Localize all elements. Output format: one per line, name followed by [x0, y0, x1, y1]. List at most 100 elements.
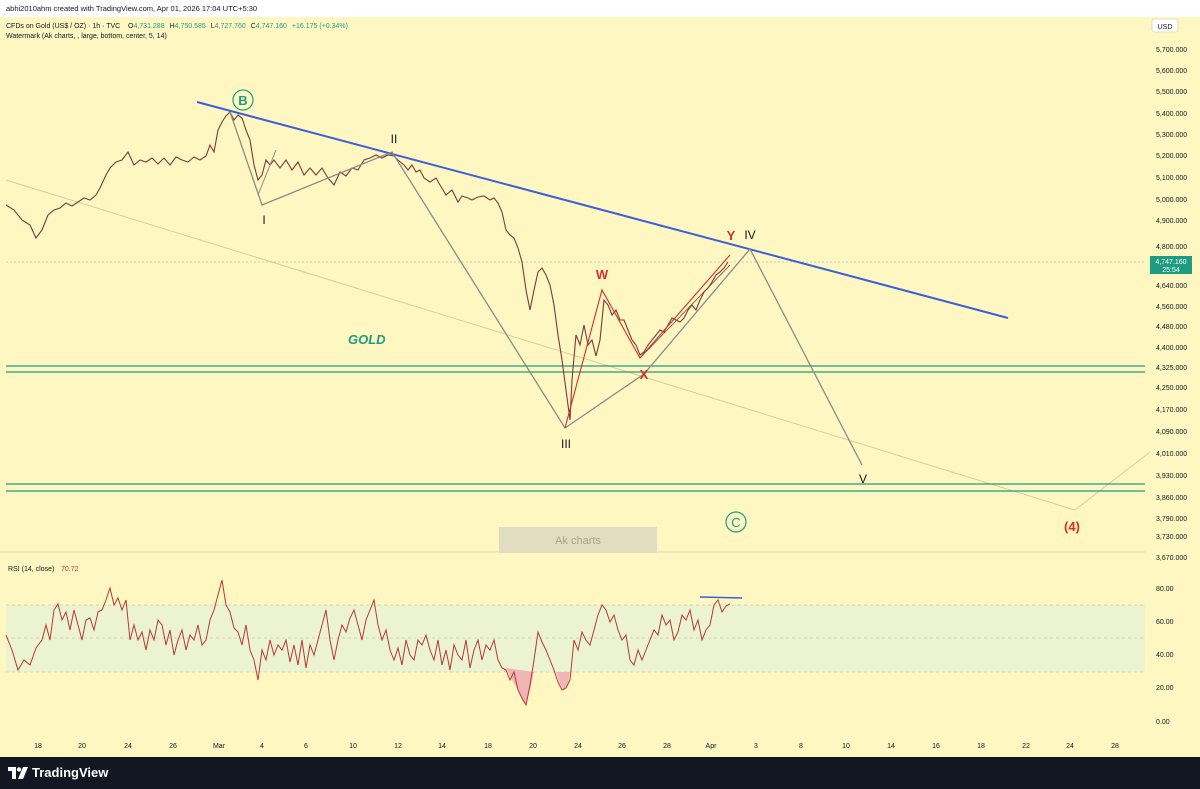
- time-tick: 26: [169, 743, 177, 750]
- rsi-oversold-fill-2: [556, 672, 570, 690]
- projection-line[interactable]: [1074, 451, 1151, 511]
- price-tick: 4,900.000: [1156, 218, 1187, 225]
- resistance-trendline[interactable]: [196, 101, 1009, 319]
- byline-bar: abhi2010ahm created with TradingView.com…: [0, 0, 1200, 17]
- long-trendline[interactable]: [5, 179, 1076, 511]
- time-tick: 8: [799, 743, 803, 750]
- price-tick: 4,250.000: [1156, 385, 1187, 392]
- chart-svg[interactable]: CFDs on Gold (US$ / OZ) · 1h · TVC O4,73…: [0, 17, 1200, 757]
- rsi-tick: 20.00: [1156, 685, 1174, 692]
- price-tick: 3,730.000: [1156, 534, 1187, 541]
- price-tick: 4,325.000: [1156, 365, 1187, 372]
- price-tick: 4,560.000: [1156, 304, 1187, 311]
- price-tick: 5,200.000: [1156, 153, 1187, 160]
- time-tick: 12: [394, 743, 402, 750]
- currency-button[interactable]: [1151, 18, 1179, 33]
- price-series: [5, 111, 729, 421]
- wave-c-label: C: [731, 515, 740, 530]
- price-pane[interactable]: [0, 17, 1145, 552]
- time-tick: 16: [932, 743, 940, 750]
- chart-area[interactable]: CFDs on Gold (US$ / OZ) · 1h · TVC O4,73…: [0, 17, 1200, 757]
- wave-iii-label: III: [561, 437, 571, 451]
- footer-bar: TradingView: [0, 757, 1200, 789]
- rsi-value: 70.72: [61, 566, 79, 573]
- price-tick: 5,600.000: [1156, 68, 1187, 75]
- legend-ohlc: O4,731.288 H4,750.585 L4,727.760 C4,747.…: [128, 23, 348, 30]
- o-value: 4,731.288: [133, 23, 164, 30]
- wave-4-label: (4): [1064, 519, 1080, 534]
- wave-y-label: Y: [727, 228, 736, 243]
- l-label: L: [211, 23, 215, 30]
- channel-line: [639, 264, 731, 359]
- c-value: 4,747.160: [256, 23, 287, 30]
- currency-label: USD: [1158, 24, 1173, 31]
- time-tick: 22: [1022, 743, 1030, 750]
- time-tick: 20: [529, 743, 537, 750]
- wave-x-label: X: [640, 367, 649, 382]
- price-tick: 5,100.000: [1156, 175, 1187, 182]
- price-tick: 5,700.000: [1156, 47, 1187, 54]
- price-tick: 4,480.000: [1156, 324, 1187, 331]
- wave-path-red[interactable]: [564, 254, 731, 429]
- rsi-tick-group: 80.00 60.00 40.00 20.00 0.00: [1156, 586, 1174, 726]
- wave-w-label: W: [596, 267, 609, 282]
- watermark-text: Ak charts: [555, 535, 601, 547]
- time-tick: 28: [1111, 743, 1119, 750]
- wave-iv-label: IV: [744, 228, 755, 242]
- price-tick: 4,800.000: [1156, 244, 1187, 251]
- price-tick: 3,670.000: [1156, 555, 1187, 562]
- time-axis[interactable]: [0, 737, 1200, 757]
- time-tick: 18: [977, 743, 985, 750]
- rsi-label: RSI (14, close): [8, 566, 54, 573]
- wave-v-label: V: [859, 472, 867, 486]
- rsi-tick: 60.00: [1156, 619, 1174, 626]
- price-tick: 3,790.000: [1156, 516, 1187, 523]
- price-tick: 4,170.000: [1156, 407, 1187, 414]
- rsi-oversold-fill-1: [506, 668, 534, 705]
- tradingview-logo[interactable]: TradingView: [8, 765, 108, 780]
- time-tick: 6: [304, 743, 308, 750]
- wave-i-stub: [257, 149, 277, 196]
- tradingview-icon: [8, 766, 28, 779]
- wave-ii-label: II: [391, 132, 398, 146]
- watermark-box: [499, 527, 657, 553]
- wave-b-circle[interactable]: [232, 89, 254, 111]
- rsi-tick: 0.00: [1156, 719, 1170, 726]
- tradingview-brand: TradingView: [32, 765, 109, 780]
- rsi-tick: 80.00: [1156, 586, 1174, 593]
- price-tick: 5,500.000: [1156, 89, 1187, 96]
- wave-c-circle[interactable]: [725, 511, 747, 533]
- time-tick: 14: [887, 743, 895, 750]
- byline-text: abhi2010ahm created with TradingView.com…: [6, 4, 258, 13]
- time-tick: 18: [484, 743, 492, 750]
- price-axis[interactable]: [1145, 17, 1200, 737]
- price-tick: 4,400.000: [1156, 345, 1187, 352]
- time-tick: 28: [663, 743, 671, 750]
- o-label: O: [128, 23, 134, 30]
- time-tick: 14: [438, 743, 446, 750]
- time-tick: 18: [34, 743, 42, 750]
- price-tick-group: 5,700.000 5,600.000 5,500.000 5,400.000 5,30…: [1156, 47, 1187, 562]
- wave-i-label: I: [262, 213, 265, 227]
- countdown-value: 25:54: [1162, 267, 1180, 274]
- time-tick: 3: [754, 743, 758, 750]
- price-tick: 3,860.000: [1156, 495, 1187, 502]
- time-tick: 20: [78, 743, 86, 750]
- rsi-band: [6, 605, 1145, 672]
- price-tick: 5,000.000: [1156, 197, 1187, 204]
- last-price-value: 4,747.160: [1155, 259, 1186, 266]
- gold-label: GOLD: [348, 332, 386, 347]
- time-tick: 4: [260, 743, 264, 750]
- price-tick: 4,640.000: [1156, 283, 1187, 290]
- wave-b-label: B: [238, 93, 247, 108]
- c-label: C: [251, 23, 256, 30]
- price-tick: 4,090.000: [1156, 429, 1187, 436]
- time-tick: 24: [574, 743, 582, 750]
- time-tick: 10: [349, 743, 357, 750]
- price-tick: 5,400.000: [1156, 111, 1187, 118]
- time-tick: 10: [842, 743, 850, 750]
- last-price-badge: [1150, 256, 1192, 274]
- h-value: 4,750.585: [175, 23, 206, 30]
- time-tick: Apr: [706, 743, 718, 750]
- rsi-trendline[interactable]: [699, 596, 743, 599]
